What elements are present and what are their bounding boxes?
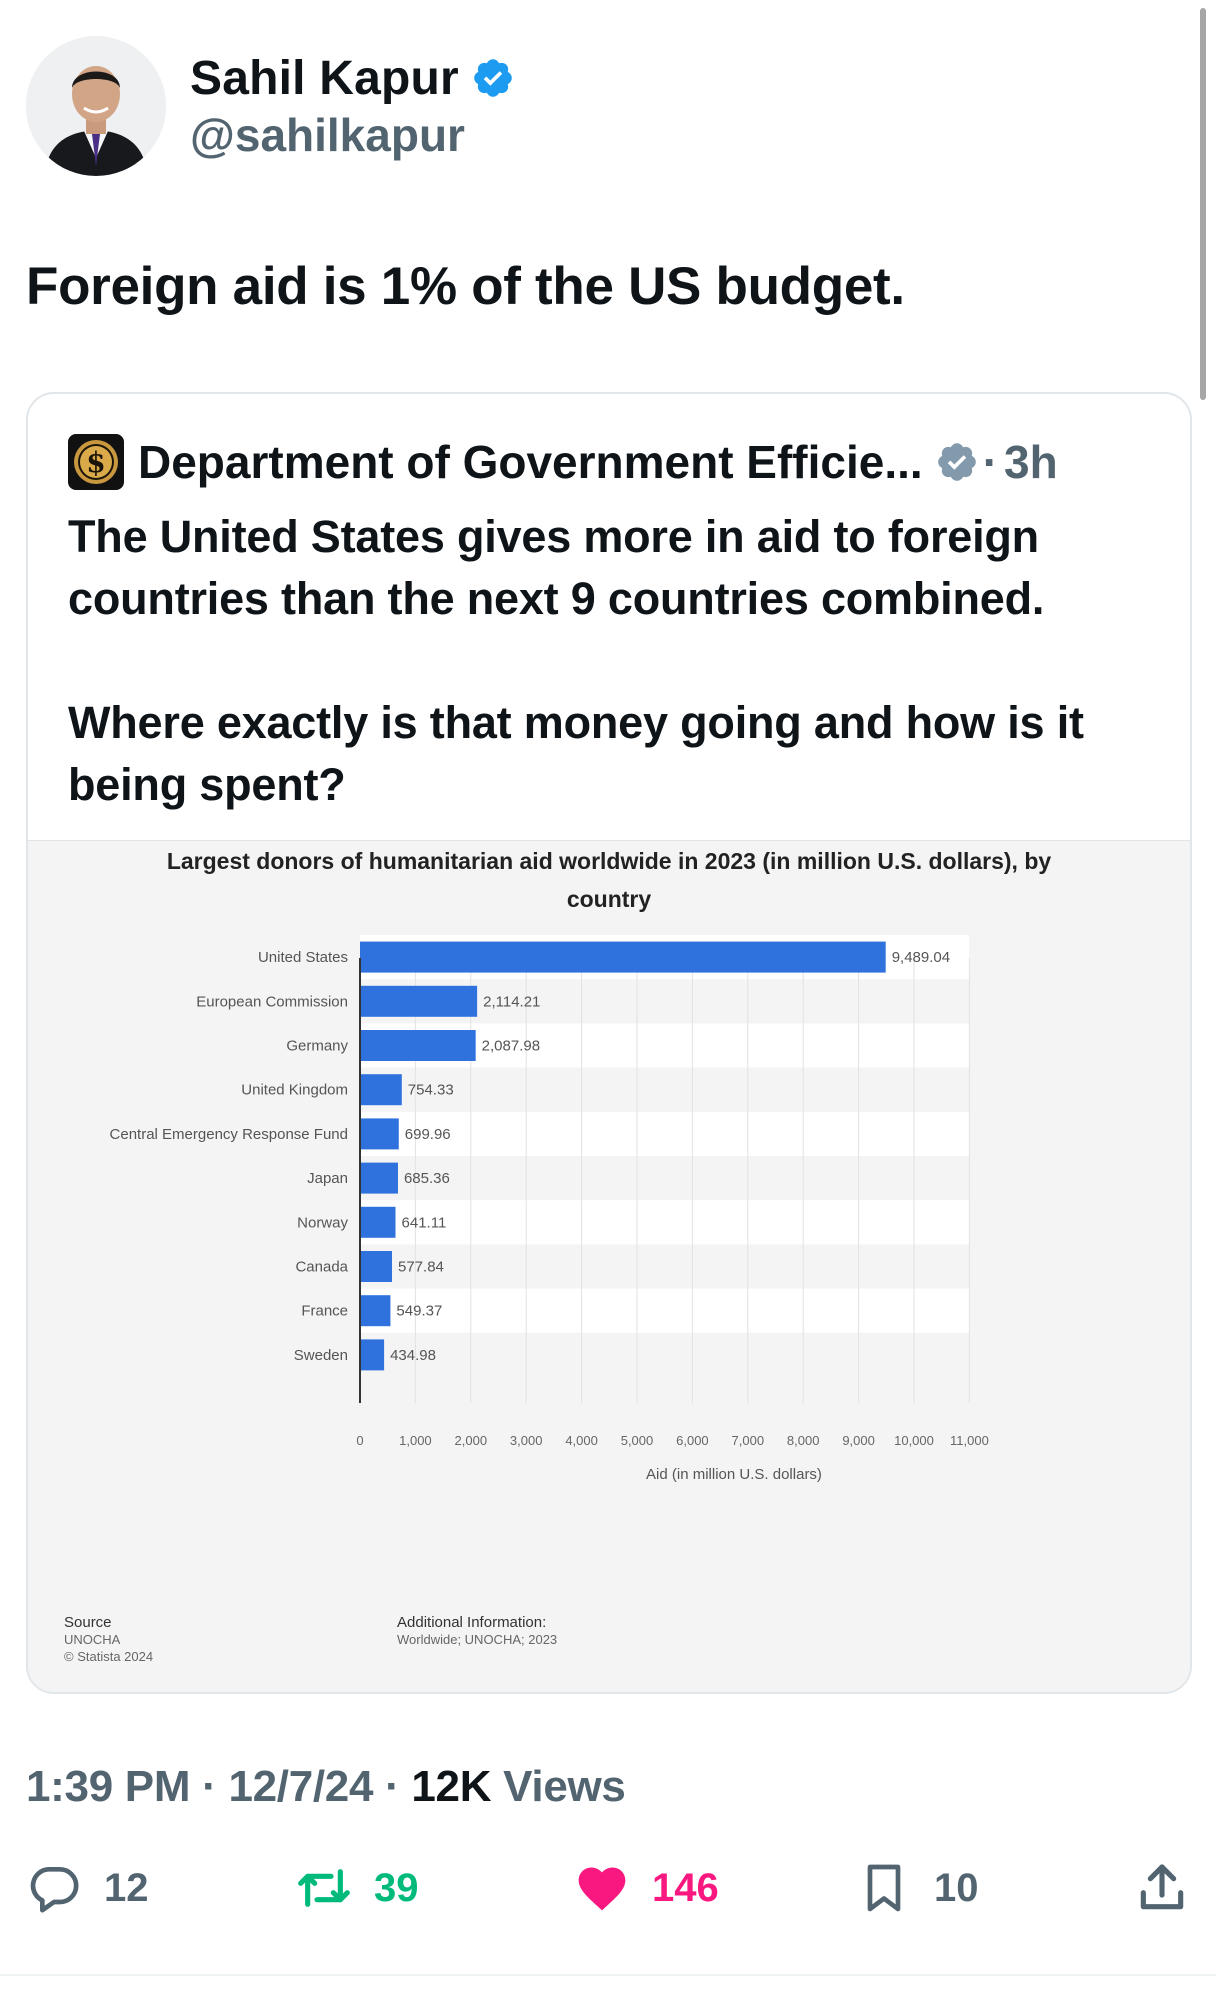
value-label: 685.36 bbox=[404, 1170, 450, 1187]
quoted-paragraph-2: Where exactly is that money going and ho… bbox=[68, 697, 1084, 810]
value-label: 754.33 bbox=[408, 1082, 454, 1099]
source-line-1: UNOCHA bbox=[64, 1632, 121, 1647]
row-band bbox=[360, 1200, 969, 1245]
share-button[interactable] bbox=[1134, 1860, 1190, 1916]
chart-title-line-2: country bbox=[567, 886, 652, 912]
source-heading: Source bbox=[64, 1614, 112, 1631]
reply-count: 12 bbox=[104, 1865, 149, 1910]
x-tick-label: 11,000 bbox=[950, 1433, 989, 1448]
bar-chart: Largest donors of humanitarian aid world… bbox=[64, 848, 1052, 1664]
category-label: France bbox=[301, 1303, 348, 1320]
bar-5 bbox=[360, 1162, 398, 1194]
category-label: European Commission bbox=[196, 993, 348, 1010]
author-handle[interactable]: @sahilkapur bbox=[190, 108, 465, 161]
source-line-2: © Statista 2024 bbox=[64, 1649, 153, 1664]
author-names: Sahil Kapur @sahilkapur bbox=[190, 51, 515, 162]
category-label: Japan bbox=[307, 1170, 348, 1187]
bar-7 bbox=[360, 1251, 393, 1282]
bookmark-count: 10 bbox=[934, 1865, 979, 1910]
row-band bbox=[360, 1288, 969, 1333]
bar-2 bbox=[360, 1030, 476, 1061]
government-badge-icon[interactable] bbox=[935, 440, 979, 484]
bar-4 bbox=[360, 1118, 399, 1150]
bar-9 bbox=[360, 1339, 385, 1371]
heart-filled-icon bbox=[578, 1867, 626, 1911]
chart-image[interactable]: Largest donors of humanitarian aid world… bbox=[28, 840, 1190, 1692]
x-tick-label: 2,000 bbox=[455, 1433, 488, 1448]
svg-text:$: $ bbox=[86, 446, 105, 479]
x-tick-label: 10,000 bbox=[894, 1433, 934, 1448]
bar-1 bbox=[360, 985, 478, 1017]
bar-8 bbox=[360, 1295, 391, 1327]
post-date[interactable]: 12/7/24 bbox=[228, 1762, 374, 1811]
quoted-paragraph-1: The United States gives more in aid to f… bbox=[68, 511, 1045, 624]
action-bar: 12 39 146 10 bbox=[26, 1860, 1190, 1920]
reply-button[interactable]: 12 bbox=[26, 1860, 149, 1916]
x-tick-label: 0 bbox=[356, 1433, 363, 1448]
x-axis-label: Aid (in million U.S. dollars) bbox=[646, 1466, 822, 1483]
value-label: 9,489.04 bbox=[892, 949, 950, 966]
like-button[interactable]: 146 bbox=[574, 1860, 719, 1916]
display-name[interactable]: Sahil Kapur bbox=[190, 51, 459, 105]
category-label: United Kingdom bbox=[241, 1082, 348, 1099]
tweet-text: Foreign aid is 1% of the US budget. bbox=[26, 257, 905, 316]
bookmark-button[interactable]: 10 bbox=[856, 1860, 979, 1916]
tweet-meta: 1:39 PM · 12/7/24 · 12K Views bbox=[26, 1762, 626, 1812]
views-label: Views bbox=[503, 1762, 626, 1811]
meta-separator: · bbox=[385, 1762, 400, 1811]
quoted-separator: · bbox=[982, 436, 999, 488]
bar-3 bbox=[360, 1074, 402, 1106]
quoted-tweet[interactable]: $ Department of Government Efficie... · … bbox=[26, 392, 1192, 1694]
x-tick-label: 3,000 bbox=[510, 1433, 543, 1448]
x-tick-label: 6,000 bbox=[676, 1433, 709, 1448]
x-tick-label: 1,000 bbox=[399, 1433, 432, 1448]
meta-separator: · bbox=[202, 1762, 217, 1811]
value-label: 2,114.21 bbox=[483, 993, 540, 1010]
verified-badge-icon[interactable] bbox=[471, 56, 515, 100]
quoted-account-name[interactable]: Department of Government Efficie... bbox=[138, 436, 923, 488]
bar-6 bbox=[360, 1206, 396, 1238]
quoted-time[interactable]: 3h bbox=[1004, 436, 1058, 488]
name-row: Sahil Kapur bbox=[190, 51, 515, 106]
repost-button[interactable]: 39 bbox=[296, 1860, 419, 1916]
x-tick-label: 5,000 bbox=[621, 1433, 654, 1448]
bar-0 bbox=[360, 941, 886, 973]
row-band bbox=[360, 1111, 969, 1156]
x-tick-label: 4,000 bbox=[565, 1433, 598, 1448]
reply-icon bbox=[30, 1867, 79, 1913]
quoted-header: $ Department of Government Efficie... · … bbox=[68, 434, 1058, 490]
scrollbar[interactable] bbox=[1200, 8, 1206, 400]
category-label: Germany bbox=[286, 1038, 348, 1055]
like-count: 146 bbox=[652, 1865, 719, 1910]
share-icon bbox=[1140, 1864, 1184, 1910]
repost-icon bbox=[298, 1869, 350, 1907]
value-label: 699.96 bbox=[405, 1126, 451, 1143]
chart-title-line-1: Largest donors of humanitarian aid world… bbox=[167, 848, 1052, 874]
value-label: 641.11 bbox=[402, 1214, 447, 1231]
x-tick-label: 9,000 bbox=[842, 1433, 875, 1448]
category-label: United States bbox=[258, 949, 348, 966]
category-label: Central Emergency Response Fund bbox=[110, 1126, 348, 1143]
bookmark-icon bbox=[867, 1864, 901, 1912]
post-time[interactable]: 1:39 PM bbox=[26, 1762, 191, 1811]
value-label: 2,087.98 bbox=[482, 1038, 540, 1055]
x-tick-label: 7,000 bbox=[732, 1433, 765, 1448]
quoted-text: The United States gives more in aid to f… bbox=[68, 506, 1168, 816]
value-label: 434.98 bbox=[390, 1347, 436, 1364]
dollar-coin-logo-icon: $ bbox=[68, 434, 124, 490]
additional-info-heading: Additional Information: bbox=[397, 1614, 546, 1631]
avatar[interactable] bbox=[26, 36, 166, 176]
views-count: 12K bbox=[411, 1762, 492, 1811]
category-label: Canada bbox=[295, 1259, 348, 1276]
value-label: 549.37 bbox=[396, 1303, 442, 1320]
additional-info-text: Worldwide; UNOCHA; 2023 bbox=[397, 1632, 557, 1647]
tweet-header: Sahil Kapur @sahilkapur bbox=[26, 36, 515, 176]
repost-count: 39 bbox=[374, 1865, 419, 1910]
divider bbox=[0, 1974, 1216, 1976]
category-label: Sweden bbox=[294, 1347, 348, 1364]
category-label: Norway bbox=[297, 1214, 348, 1231]
x-tick-label: 8,000 bbox=[787, 1433, 820, 1448]
value-label: 577.84 bbox=[398, 1259, 444, 1276]
